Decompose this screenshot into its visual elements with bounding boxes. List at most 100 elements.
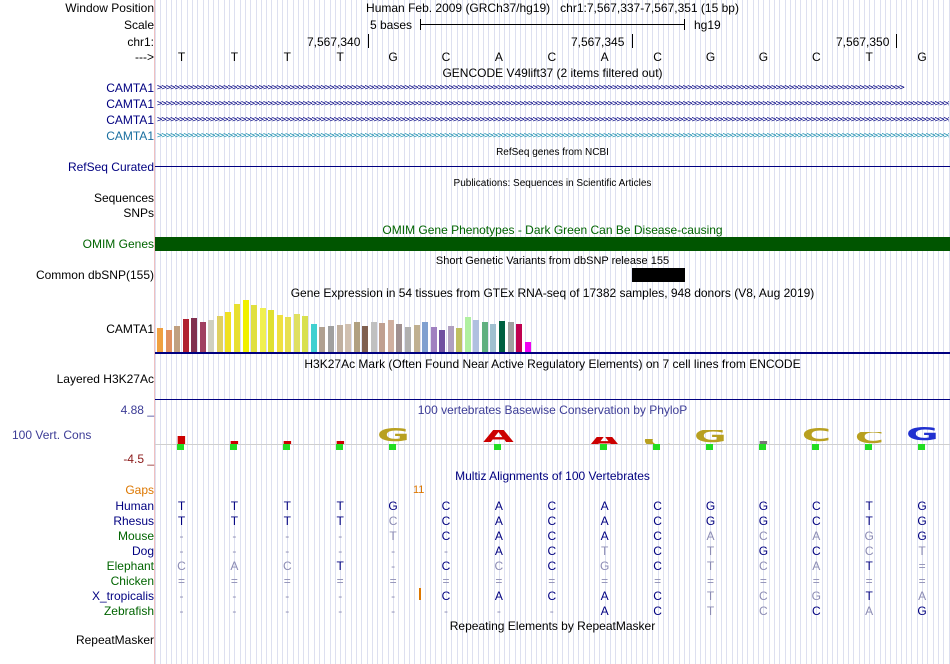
gtex-tissue-bar[interactable] — [430, 327, 437, 352]
phylop-title[interactable]: 100 vertebrates Basewise Conservation by… — [417, 403, 688, 417]
gtex-tissue-bar[interactable] — [259, 308, 266, 352]
gtex-tissue-bar[interactable] — [208, 320, 215, 352]
alignment-base: C — [388, 514, 398, 528]
dbsnp-label[interactable]: Common dbSNP(155) — [35, 268, 154, 282]
gtex-tissue-bar[interactable] — [268, 310, 275, 352]
gtex-tissue-bar[interactable] — [464, 317, 471, 352]
alignment-base: C — [494, 559, 504, 573]
gtex-title[interactable]: Gene Expression in 54 tissues from GTEx … — [290, 286, 815, 300]
alignment-base: = — [230, 574, 238, 588]
h3k27ac-title[interactable]: H3K27Ac Mark (Often Found Near Active Re… — [304, 357, 801, 371]
gtex-tissue-bar[interactable] — [285, 317, 292, 352]
gencode-item-2-label[interactable]: CAMTA1 — [106, 97, 154, 111]
gtex-tissue-bar[interactable] — [379, 323, 386, 352]
gencode-item-1-gene[interactable]: >>>>>>>>>>>>>>>>>>>>>>>>>>>>>>>>>>>>>>>>… — [157, 84, 905, 93]
grid-line — [858, 0, 860, 664]
alignment-base: = — [759, 574, 767, 588]
gencode-title[interactable]: GENCODE V49lift37 (2 items filtered out) — [442, 66, 663, 80]
dbsnp-title[interactable]: Short Genetic Variants from dbSNP releas… — [435, 255, 670, 267]
multiz-title[interactable]: Multiz Alignments of 100 Vertebrates — [455, 469, 650, 483]
gtex-tissue-bar[interactable] — [233, 304, 240, 352]
alignment-base: C — [441, 514, 451, 528]
window-position-value[interactable]: Human Feb. 2009 (GRCh37/hg19) chr1:7,567… — [366, 1, 739, 15]
gtex-tissue-bar[interactable] — [473, 320, 480, 352]
species-label[interactable]: Dog — [131, 544, 154, 558]
dbsnp-variant[interactable] — [632, 268, 685, 282]
snps-label[interactable]: SNPs — [123, 206, 154, 220]
sequences-label[interactable]: Sequences — [93, 191, 154, 205]
species-label[interactable]: Chicken — [110, 574, 154, 588]
gtex-tissue-bar[interactable] — [165, 330, 172, 352]
gtex-tissue-bar[interactable] — [242, 300, 249, 352]
gtex-tissue-bar[interactable] — [328, 326, 334, 352]
gtex-label[interactable]: CAMTA1 — [106, 322, 154, 336]
alignment-base: C — [759, 589, 768, 603]
gtex-tissue-bar[interactable] — [387, 320, 394, 352]
gtex-tissue-bar[interactable] — [336, 325, 343, 352]
gtex-tissue-bar[interactable] — [362, 326, 369, 352]
alignment-base: - — [285, 529, 290, 543]
gtex-tissue-bar[interactable] — [353, 322, 360, 352]
refseq-line[interactable] — [155, 166, 950, 167]
species-label[interactable]: Mouse — [117, 529, 154, 543]
gtex-tissue-bar[interactable] — [319, 327, 326, 352]
alignment-base: C — [441, 529, 451, 543]
gtex-tissue-bar[interactable] — [225, 312, 232, 352]
gtex-tissue-bar[interactable] — [276, 315, 283, 352]
gtex-tissue-bar[interactable] — [191, 318, 198, 352]
gtex-tissue-bar[interactable] — [490, 324, 497, 352]
species-label[interactable]: Elephant — [106, 559, 154, 573]
gtex-tissue-bar[interactable] — [456, 328, 463, 352]
gtex-tissue-bar[interactable] — [370, 322, 377, 352]
gtex-tissue-bar[interactable] — [199, 322, 206, 352]
gaps-label[interactable]: Gaps — [125, 483, 154, 497]
gtex-tissue-bar[interactable] — [481, 322, 488, 352]
alignment-base: - — [232, 589, 237, 603]
species-label[interactable]: Zebrafish — [103, 604, 154, 618]
species-label[interactable]: Human — [115, 499, 154, 513]
species-label[interactable]: X_tropicalis — [91, 589, 154, 603]
omim-label[interactable]: OMIM Genes — [82, 237, 154, 251]
gtex-tissue-bar[interactable] — [507, 322, 514, 352]
gtex-tissue-bar[interactable] — [516, 324, 523, 352]
gencode-item-2-gene[interactable]: >>>>>>>>>>>>>>>>>>>>>>>>>>>>>>>>>>>>>>>>… — [157, 100, 949, 109]
repeatmasker-title[interactable]: Repeating Elements by RepeatMasker — [449, 619, 656, 633]
gtex-tissue-bar[interactable] — [216, 316, 223, 352]
gtex-tissue-bar[interactable] — [396, 324, 403, 352]
gtex-tissue-bar[interactable] — [499, 321, 505, 352]
gtex-tissue-bar[interactable] — [174, 326, 181, 352]
gap-insert-marker — [419, 588, 421, 600]
publications-title[interactable]: Publications: Sequences in Scientific Ar… — [453, 178, 652, 189]
gencode-item-4-label[interactable]: CAMTA1 — [106, 129, 154, 143]
repeatmasker-label[interactable]: RepeatMasker — [75, 633, 154, 647]
gtex-tissue-bar[interactable] — [182, 319, 189, 352]
species-label[interactable]: Rhesus — [113, 514, 154, 528]
gtex-tissue-bar[interactable] — [310, 324, 317, 352]
gencode-item-4-gene[interactable]: >>>>>>>>>>>>>>>>>>>>>>>>>>>>>>>>>>>>>>>>… — [157, 132, 949, 141]
phylop-label[interactable]: 100 Vert. Cons — [12, 428, 92, 442]
gtex-tissue-bar[interactable] — [447, 326, 454, 352]
omim-bar[interactable] — [155, 237, 950, 251]
refseq-label[interactable]: RefSeq Curated — [67, 160, 154, 174]
refseq-title[interactable]: RefSeq genes from NCBI — [496, 147, 609, 158]
gtex-tissue-bar[interactable] — [302, 316, 309, 352]
gtex-tissue-bar[interactable] — [404, 327, 411, 352]
gencode-item-1-label[interactable]: CAMTA1 — [106, 81, 154, 95]
phylop-logo-letter: T — [710, 441, 818, 444]
gtex-tissue-bar[interactable] — [251, 305, 258, 352]
alignment-base: = — [865, 574, 873, 588]
h3k27ac-label[interactable]: Layered H3K27Ac — [56, 372, 154, 386]
omim-title[interactable]: OMIM Gene Phenotypes - Dark Green Can Be… — [382, 223, 723, 237]
alignment-base: T — [336, 499, 344, 513]
gtex-tissue-bar[interactable] — [422, 322, 429, 352]
gtex-tissue-bar[interactable] — [413, 325, 420, 352]
gencode-item-3-label[interactable]: CAMTA1 — [106, 113, 154, 127]
gtex-tissue-bar[interactable] — [293, 314, 300, 352]
gtex-tissue-bar[interactable] — [524, 342, 531, 352]
gencode-item-3-gene[interactable]: >>>>>>>>>>>>>>>>>>>>>>>>>>>>>>>>>>>>>>>>… — [157, 116, 949, 125]
gtex-tissue-bar[interactable] — [345, 324, 352, 352]
alignment-base: A — [600, 529, 609, 543]
gtex-tissue-bar[interactable] — [439, 330, 446, 352]
gtex-tissue-bar[interactable] — [157, 328, 163, 352]
